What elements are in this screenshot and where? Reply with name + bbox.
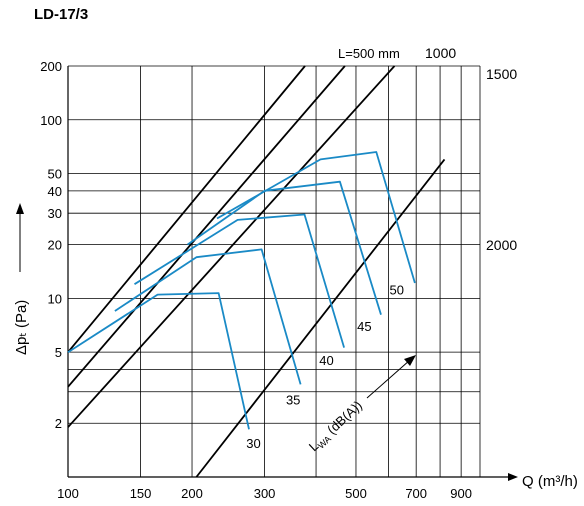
noise-label: 50	[390, 283, 404, 298]
length-line	[67, 65, 346, 388]
y-tick-label: 30	[48, 206, 62, 221]
x-axis-arrow-icon	[508, 473, 518, 481]
y-tick-label: 200	[40, 59, 62, 74]
length-label: 1500	[486, 66, 517, 82]
y-tick-label: 100	[40, 113, 62, 128]
grid	[67, 65, 518, 481]
noise-line	[134, 213, 345, 348]
length-line	[195, 158, 446, 478]
chart-title: LD-17/3	[34, 6, 89, 23]
noise-line	[114, 248, 302, 385]
labels: 100 150 200 300 500 700 900 2 5 10 20 30 40 50 100 200 Q…	[13, 45, 578, 501]
noise-line	[216, 151, 416, 284]
x-tick-label: 700	[405, 486, 427, 501]
x-tick-label: 100	[57, 486, 79, 501]
y-tick-label: 20	[48, 238, 62, 253]
length-line	[67, 65, 396, 428]
length-label: L=500 mm	[338, 46, 400, 61]
x-tick-label: 200	[181, 486, 203, 501]
noise-lines	[67, 151, 416, 430]
noise-label: 30	[246, 436, 260, 451]
noise-axis-arrow-line	[366, 359, 411, 399]
x-tick-label: 150	[130, 486, 152, 501]
y-axis-label: Δpₜ (Pa)	[13, 300, 30, 355]
y-tick-label: 5	[55, 345, 62, 360]
x-axis-label-text: Q (m³/h)	[522, 473, 578, 490]
length-label: 2000	[486, 237, 517, 253]
y-tick-label: 10	[48, 291, 62, 306]
length-line	[67, 65, 306, 353]
y-axis-arrow-icon	[16, 203, 24, 214]
x-tick-label: 300	[254, 486, 276, 501]
noise-axis-label: LWA (dB(A))	[306, 398, 367, 456]
y-tick-label: 40	[48, 184, 62, 199]
x-tick-label: 900	[450, 486, 472, 501]
noise-label: 40	[319, 353, 333, 368]
length-lines	[67, 65, 446, 478]
y-tick-label: 50	[48, 167, 62, 182]
noise-axis-arrow-icon	[404, 355, 416, 366]
y-tick-label: 2	[55, 416, 62, 431]
x-axis-label: Q (m³/h)	[522, 473, 578, 490]
length-label: 1000	[425, 45, 456, 61]
noise-line	[67, 292, 250, 430]
noise-line	[186, 180, 382, 315]
x-tick-label: 500	[345, 486, 367, 501]
noise-label: 35	[286, 392, 300, 407]
noise-label: 45	[357, 319, 371, 334]
noise-axis-label-part: (dB(A))	[321, 398, 365, 440]
